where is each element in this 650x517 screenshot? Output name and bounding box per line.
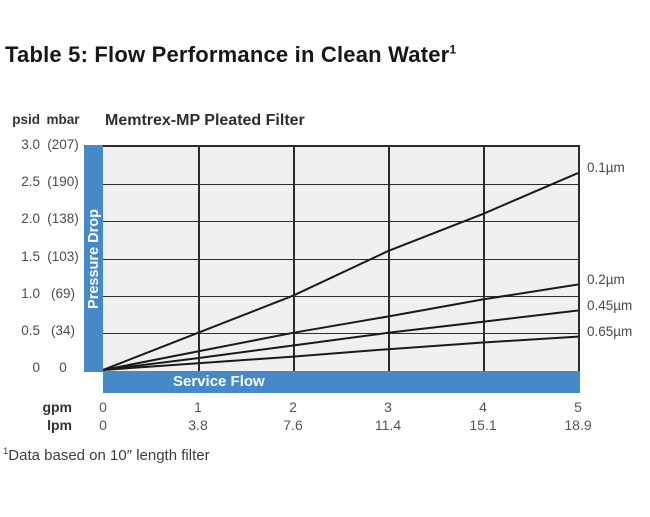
x-axis-lpm-label: lpm [47,417,72,433]
series-line-0.2µm [103,283,578,371]
x-tick-lpm: 3.8 [188,417,208,433]
footnote: 1Data based on 10″ length filter [3,446,210,464]
data-lines [103,172,578,371]
series-label: 0.2µm [587,271,625,287]
v-gridline [293,147,295,372]
y-tick-psid: 0 [32,360,40,375]
series-line-0.1µm [103,172,578,371]
y-axis-unit-mbar: mbar [46,112,80,127]
v-gridline [198,147,200,372]
page-title-text: Table 5: Flow Performance in Clean Water [5,42,450,67]
pressure-drop-axis-bar: Pressure Drop [84,145,103,372]
series-line-0.45µm [103,309,578,371]
x-tick-lpm: 11.4 [374,417,402,433]
pressure-drop-axis-label: Pressure Drop [85,208,102,309]
service-flow-axis-bar: Service Flow [103,371,580,393]
x-tick-lpm: 18.9 [564,417,592,433]
y-tick-mbar: (190) [47,174,79,190]
y-tick-psid: 0.5 [21,322,40,338]
y-tick-mbar: (103) [47,248,79,264]
y-tick-psid: 2.0 [21,211,40,227]
h-gridline [103,295,578,297]
y-tick-psid: 1.5 [21,248,40,264]
x-tick-gpm: 4 [479,399,487,415]
h-gridline [103,332,578,334]
x-axis-gpm-label: gpm [42,399,72,415]
h-gridline [103,184,578,186]
page-title: Table 5: Flow Performance in Clean Water… [5,42,456,68]
y-axis-row: 0.5 (34) [8,323,88,338]
x-tick-gpm: 0 [99,399,107,415]
x-tick-lpm: 0 [99,417,107,433]
v-gridline [388,147,390,372]
footnote-text: Data based on 10″ length filter [8,447,210,464]
y-tick-mbar: (34) [50,322,75,338]
y-tick-psid: 2.5 [21,174,40,190]
y-axis-unit-psid: psid [12,112,40,127]
x-tick-lpm: 15.1 [469,417,497,433]
y-axis-row: 2.0 (138) [8,211,88,226]
service-flow-axis-label: Service Flow [173,373,265,390]
x-tick-gpm: 5 [574,399,582,415]
series-label: 0.65µm [587,323,633,339]
x-tick-gpm: 3 [384,399,392,415]
series-label: 0.45µm [587,297,633,313]
h-gridline [103,221,578,223]
series-line-0.65µm [103,335,578,371]
y-axis-row: 1.0 (69) [8,286,88,301]
y-axis-unit-header: psid mbar [8,112,88,127]
y-axis-row: 3.0 (207) [8,137,88,152]
series-label: 0.1µm [587,160,625,176]
y-tick-mbar: (138) [47,211,79,227]
x-tick-gpm: 1 [194,399,202,415]
y-tick-psid: 3.0 [21,137,40,152]
y-tick-mbar: (69) [50,285,75,301]
page-title-superscript: 1 [449,42,457,57]
v-gridline [483,147,485,372]
y-tick-mbar: 0 [59,360,67,375]
h-gridline [103,258,578,260]
chart-title: Memtrex-MP Pleated Filter [105,112,305,129]
x-tick-lpm: 7.6 [283,417,303,433]
footnote-superscript: 1 [3,446,9,457]
x-tick-gpm: 2 [289,399,297,415]
y-axis-row: 2.5 (190) [8,174,88,189]
plot-area [103,145,580,372]
y-tick-mbar: (207) [47,137,79,152]
y-tick-psid: 1.0 [21,285,40,301]
y-axis-row: 1.5 (103) [8,249,88,264]
